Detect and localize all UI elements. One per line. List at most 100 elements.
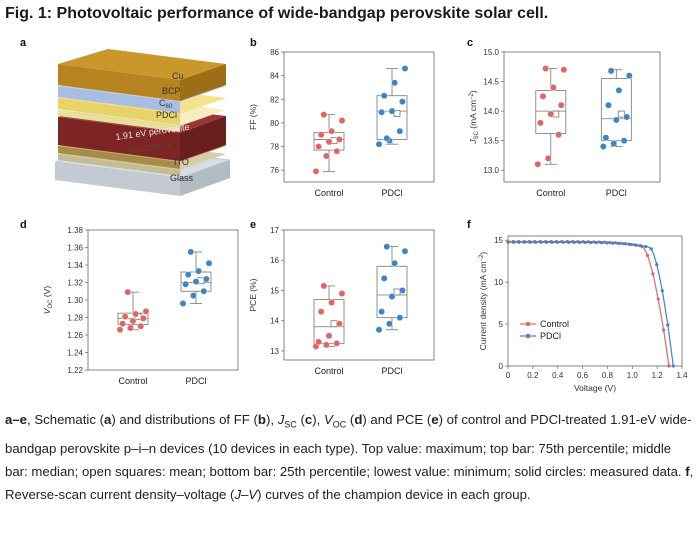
- jv-curve-chart: 0 0.2 0.4 0.6 0.8 1.0 1.2 1.4 0 5 10 15 Voltage (V) C…: [478, 235, 688, 393]
- x-tick-label: 0.6: [577, 371, 589, 380]
- jv-point: [616, 241, 620, 246]
- data-point: [320, 282, 328, 290]
- legend-label: PDCl: [540, 331, 561, 341]
- category-label: Control: [314, 366, 343, 376]
- jv-point: [522, 240, 527, 244]
- plot-frame: [283, 51, 435, 183]
- data-point: [534, 160, 542, 168]
- plot-frame: [503, 51, 661, 183]
- jv-point: [600, 241, 604, 245]
- legend-marker: [525, 321, 531, 327]
- data-point: [338, 117, 346, 124]
- category-label: Control: [118, 376, 147, 386]
- data-point: [328, 299, 336, 307]
- data-point: [625, 72, 633, 80]
- jv-point: [589, 240, 593, 245]
- data-point: [322, 152, 330, 160]
- data-point: [549, 84, 557, 91]
- y-tick-label: 1.28: [67, 314, 83, 323]
- data-point: [623, 113, 631, 121]
- box-control: [116, 288, 150, 334]
- iqr-box: [535, 90, 567, 134]
- data-point: [398, 98, 406, 106]
- data-point: [187, 248, 195, 256]
- y-tick-label: 1.22: [67, 366, 83, 375]
- box-pdcl: [179, 248, 213, 307]
- data-point: [401, 247, 409, 255]
- data-point: [388, 293, 396, 300]
- data-point: [383, 243, 391, 251]
- iqr-box: [376, 265, 408, 319]
- y-tick-label: 17: [270, 226, 279, 235]
- jv-point: [651, 272, 655, 276]
- box-control: [312, 111, 346, 175]
- data-point: [116, 326, 124, 334]
- panel-label-a: a: [20, 37, 27, 49]
- data-point: [129, 317, 137, 325]
- jsc-box-chart: 13.0 13.5 14.0 14.5 15.0 JSC (mA cm−2) Control…: [468, 48, 661, 198]
- jv-point: [555, 240, 560, 244]
- data-point: [335, 136, 343, 143]
- y-axis-label: Current density (mA cm−2): [478, 252, 488, 351]
- jv-point: [655, 263, 659, 267]
- box-pdcl: [375, 65, 409, 148]
- data-point: [317, 131, 325, 139]
- panel-label-c: c: [467, 37, 474, 49]
- box-control: [534, 65, 568, 168]
- data-point: [325, 138, 333, 146]
- y-tick-label: 76: [270, 166, 279, 175]
- data-point: [333, 147, 341, 155]
- y-tick-label: 1.24: [67, 349, 83, 358]
- pce-box-chart: 13 14 15 16 17 PCE (%) Control PDCl: [248, 226, 435, 376]
- x-tick-label: 1.0: [627, 371, 639, 380]
- y-tick-label: 1.38: [67, 226, 83, 235]
- y-tick-label: 84: [270, 72, 279, 81]
- jv-point: [661, 328, 666, 332]
- jv-point: [611, 241, 615, 245]
- data-point: [119, 320, 127, 328]
- x-axis-label: Voltage (V): [574, 383, 616, 393]
- jv-point: [533, 240, 538, 244]
- data-point: [607, 67, 615, 75]
- jv-point: [633, 243, 637, 247]
- legend-label: Control: [540, 319, 569, 329]
- data-point: [375, 326, 383, 334]
- data-point: [378, 108, 386, 116]
- jv-point: [550, 240, 554, 244]
- y-tick-label: 13.0: [483, 166, 499, 175]
- category-label: Control: [314, 188, 343, 198]
- device-schematic: Cu BCP C60 PDCl 1.91 eV perovskite MeO-2…: [54, 49, 231, 196]
- y-axis-label: VOC (V): [42, 286, 54, 315]
- data-point: [615, 86, 623, 94]
- data-point: [333, 339, 341, 347]
- data-point: [385, 320, 393, 328]
- data-point: [602, 134, 610, 142]
- x-tick-label: 1.4: [676, 371, 688, 380]
- data-point: [184, 271, 192, 279]
- y-tick-label: 0: [499, 362, 504, 371]
- y-axis-label: FF (%): [248, 104, 258, 130]
- jv-curve-line: [508, 241, 674, 367]
- label-bcp: BCP: [162, 86, 181, 96]
- y-tick-label: 86: [270, 48, 279, 57]
- data-point: [126, 324, 134, 332]
- y-tick-label: 13.5: [483, 137, 499, 146]
- data-point: [205, 259, 213, 267]
- jv-point: [567, 240, 571, 244]
- jv-point: [506, 240, 510, 244]
- jv-series-control: [506, 239, 671, 368]
- legend-marker: [525, 333, 531, 339]
- label-ito: ITO: [174, 157, 189, 167]
- data-point: [124, 288, 132, 296]
- category-label: PDCl: [381, 188, 402, 198]
- y-tick-label: 15.0: [483, 48, 499, 57]
- data-point: [610, 140, 618, 148]
- data-point: [396, 314, 404, 322]
- jv-point: [511, 240, 516, 244]
- y-tick-label: 5: [499, 320, 504, 329]
- x-tick-label: 1.2: [652, 371, 664, 380]
- jv-point: [605, 241, 609, 245]
- data-point: [547, 110, 555, 118]
- label-pdcl: PDCl: [156, 110, 177, 120]
- category-label: PDCl: [381, 366, 402, 376]
